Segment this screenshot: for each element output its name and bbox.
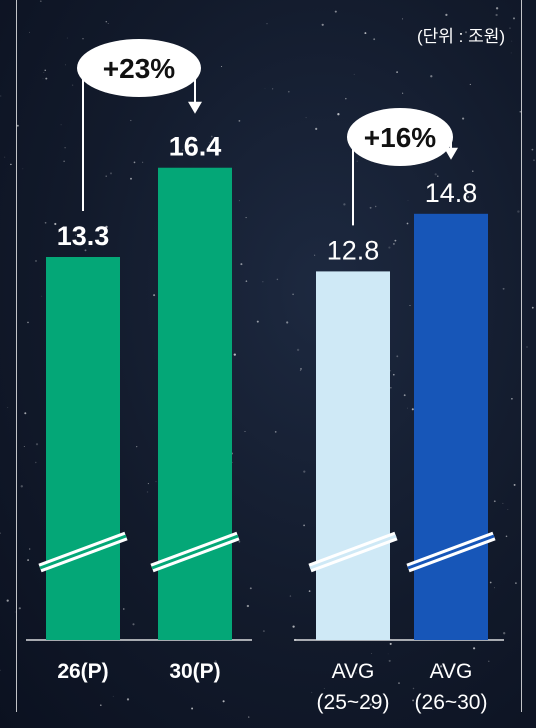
axis-break-gap — [309, 534, 397, 570]
value-label: 16.4 — [169, 132, 222, 162]
category-label: (25~29) — [317, 691, 390, 714]
growth-label: +23% — [103, 53, 175, 84]
axis-break-gap — [407, 534, 495, 570]
growth-arrow-head — [444, 147, 458, 160]
axis-break-gap — [151, 534, 239, 570]
axis-break-gap — [39, 534, 127, 570]
category-label: (26~30) — [415, 691, 488, 714]
growth-label: +16% — [364, 122, 436, 153]
value-label: 12.8 — [327, 235, 380, 265]
category-label: AVG — [430, 660, 473, 683]
bar-26(P) — [46, 257, 120, 640]
growth-arrow-head — [188, 101, 202, 114]
value-label: 13.3 — [57, 221, 110, 251]
value-label: 14.8 — [425, 178, 478, 208]
category-label: 30(P) — [169, 660, 220, 683]
growth-bubble — [347, 108, 453, 166]
unit-label: (단위 : 조원) — [417, 27, 506, 46]
category-label: AVG — [332, 660, 375, 683]
bar-AVG (25~29) — [316, 271, 390, 640]
category-label: 26(P) — [57, 660, 108, 683]
growth-bubble — [77, 39, 201, 97]
bar-AVG (26~30) — [414, 213, 488, 640]
bar-30(P) — [158, 167, 232, 641]
